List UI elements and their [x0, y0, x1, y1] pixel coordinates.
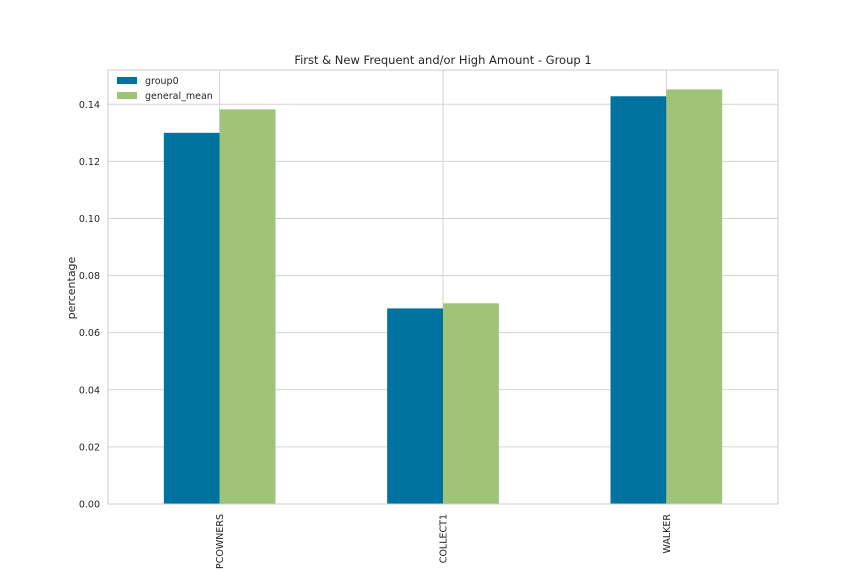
x-tick-label: WALKER: [662, 514, 673, 554]
bar-general_mean-collect1: [443, 303, 499, 504]
y-tick-label: 0.02: [79, 442, 100, 453]
y-tick-label: 0.10: [79, 214, 100, 225]
bars: [163, 89, 723, 505]
bar-group0-walker: [610, 96, 667, 504]
y-axis-label: percentage: [65, 256, 78, 319]
y-tick-label: 0.00: [79, 500, 100, 511]
y-tick-label: 0.14: [79, 100, 100, 111]
y-tick-labels: 0.00 0.02 0.04 0.06 0.08 0.10 0.12 0.14: [79, 100, 100, 511]
bar-group0-collect1: [387, 308, 443, 504]
legend-swatch-group0: [117, 77, 137, 84]
legend-label-group0: group0: [145, 76, 179, 87]
plot-frame: [107, 69, 779, 505]
legend: group0 general_mean: [117, 76, 213, 102]
y-tick-label: 0.12: [79, 157, 100, 168]
x-tick-label: COLLECT1: [439, 514, 450, 563]
legend-swatch-general_mean: [117, 92, 137, 99]
y-tick-label: 0.04: [79, 385, 100, 396]
legend-label-general_mean: general_mean: [145, 91, 213, 102]
x-tick-label: PCOWNERS: [215, 514, 226, 569]
bar-general_mean-walker: [666, 89, 723, 505]
x-tick-labels: PCOWNERS COLLECT1 WALKER: [215, 514, 673, 569]
bar-general_mean-pcowners: [219, 109, 276, 504]
chart-title: First & New Frequent and/or High Amount …: [294, 53, 591, 67]
y-tick-label: 0.08: [79, 271, 100, 282]
bar-group0-pcowners: [163, 132, 220, 504]
y-tick-label: 0.06: [79, 328, 100, 339]
